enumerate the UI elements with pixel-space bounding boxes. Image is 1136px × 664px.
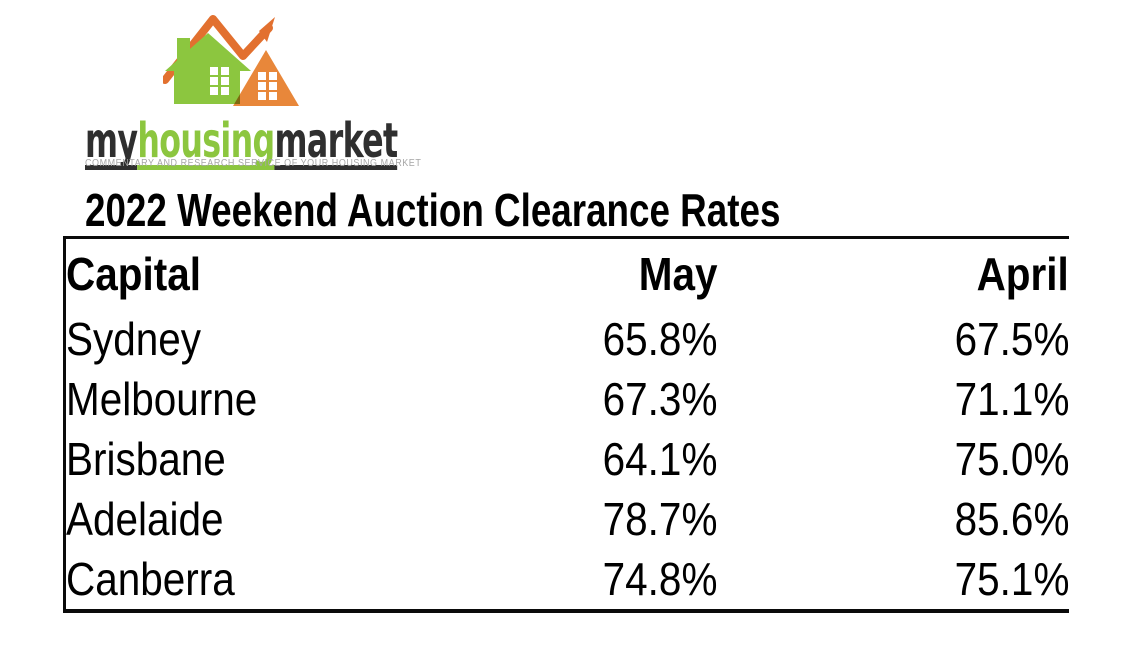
may-cell: 78.7%	[602, 493, 718, 545]
april-cell: 75.0%	[954, 433, 1069, 485]
brand-wordmark: myhousingmarket	[85, 113, 398, 170]
houses-growth-arrow-icon	[161, 14, 308, 109]
april-cell: 75.1%	[954, 553, 1069, 605]
capital-cell: Brisbane	[66, 433, 226, 485]
table-row-sydney: Sydney 65.8% 67.5%	[65, 309, 1069, 369]
capital-cell: Melbourne	[66, 373, 258, 425]
table-row-melbourne: Melbourne 67.3% 71.1%	[65, 369, 1069, 429]
page-title: 2022 Weekend Auction Clearance Rates	[85, 184, 781, 236]
may-cell: 74.8%	[602, 553, 718, 605]
capital-cell: Canberra	[66, 553, 235, 605]
april-cell: 85.6%	[954, 493, 1069, 545]
brand-tagline: COMMENTARY AND RESEARCH SERVICE OF YOUR …	[85, 158, 422, 169]
column-header-may: May	[638, 248, 718, 300]
may-cell: 64.1%	[602, 433, 718, 485]
may-cell: 67.3%	[602, 373, 718, 425]
table-row-brisbane: Brisbane 64.1% 75.0%	[65, 429, 1069, 489]
april-cell: 67.5%	[954, 313, 1069, 365]
table-header-row: Capital May April	[65, 238, 1069, 310]
april-cell: 71.1%	[954, 373, 1069, 425]
column-header-april: April	[976, 248, 1069, 300]
table-row-canberra: Canberra 74.8% 75.1%	[65, 549, 1069, 611]
table-row-adelaide: Adelaide 78.7% 85.6%	[65, 489, 1069, 549]
brand-word-my: my	[85, 113, 138, 170]
brand-word-market: market	[274, 113, 398, 170]
brand-logo: myhousingmarket COMMENTARY AND RESEARCH …	[85, 12, 421, 172]
capital-cell: Sydney	[66, 313, 202, 365]
clearance-rates-table: Capital May April Sydney 65.8% 67.5% Mel…	[63, 236, 1069, 613]
column-header-capital: Capital	[66, 248, 201, 300]
may-cell: 65.8%	[602, 313, 718, 365]
brand-word-housing: housing	[137, 113, 275, 170]
capital-cell: Adelaide	[66, 493, 224, 545]
